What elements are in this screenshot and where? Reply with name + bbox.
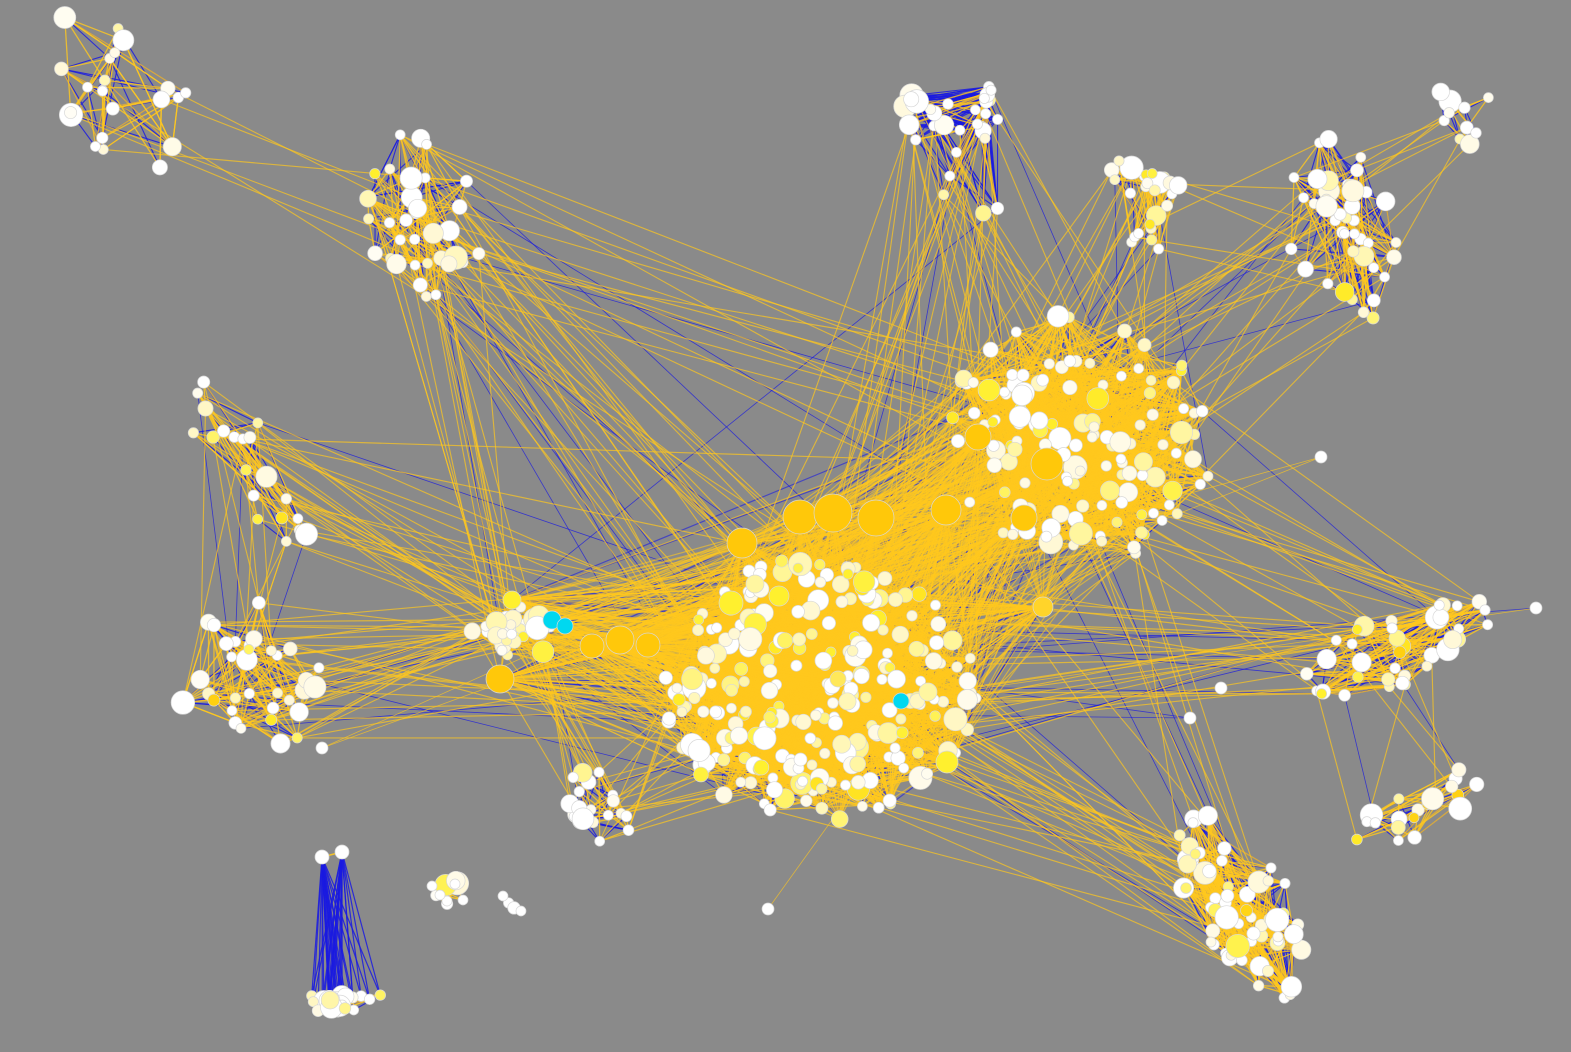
edge-yellow	[159, 99, 163, 168]
edge-blue	[321, 856, 346, 1009]
edge-blue	[223, 430, 255, 496]
edge-blue	[312, 856, 323, 1002]
edge-blue	[341, 851, 362, 997]
edge-yellow	[204, 408, 247, 471]
edge-blue	[329, 851, 343, 1001]
edge-blue	[389, 134, 401, 170]
edge-yellow	[64, 16, 187, 94]
edge-blue	[1207, 815, 1260, 883]
edge-yellow	[374, 173, 407, 221]
edge-yellow	[104, 79, 168, 90]
edge-blue	[321, 856, 371, 1000]
edge-blue	[321, 856, 381, 996]
edge-yellow	[86, 87, 97, 147]
edge-blue	[321, 856, 331, 1001]
edge-blue	[341, 851, 355, 1011]
edge-blue	[915, 139, 951, 177]
edge-yellow	[61, 57, 110, 70]
edge-yellow	[60, 68, 104, 150]
edge-blue	[109, 58, 161, 168]
edge-yellow	[64, 17, 161, 168]
edge-blue	[1201, 410, 1438, 618]
edge-blue	[1305, 268, 1385, 278]
edge-yellow	[231, 709, 272, 721]
edge-yellow	[122, 39, 173, 147]
edge-blue	[317, 856, 323, 1011]
edge-blue	[321, 856, 325, 1001]
edge-yellow	[104, 79, 173, 148]
edge-yellow	[223, 430, 247, 471]
edge-blue	[341, 851, 381, 996]
edge-blue	[1344, 695, 1376, 823]
edge-yellow	[208, 621, 307, 681]
edge-blue	[400, 239, 1021, 418]
edge-yellow	[64, 17, 72, 113]
edge-blue	[933, 125, 951, 177]
edge-blue	[208, 602, 260, 695]
edge-yellow	[182, 659, 248, 704]
edge-blue	[341, 851, 371, 1000]
edge-yellow	[245, 469, 283, 519]
edge-yellow	[182, 622, 210, 703]
edge-blue	[368, 134, 401, 197]
edge-blue	[257, 518, 287, 542]
edge-blue	[1402, 682, 1460, 771]
edge-blue	[1313, 203, 1346, 293]
